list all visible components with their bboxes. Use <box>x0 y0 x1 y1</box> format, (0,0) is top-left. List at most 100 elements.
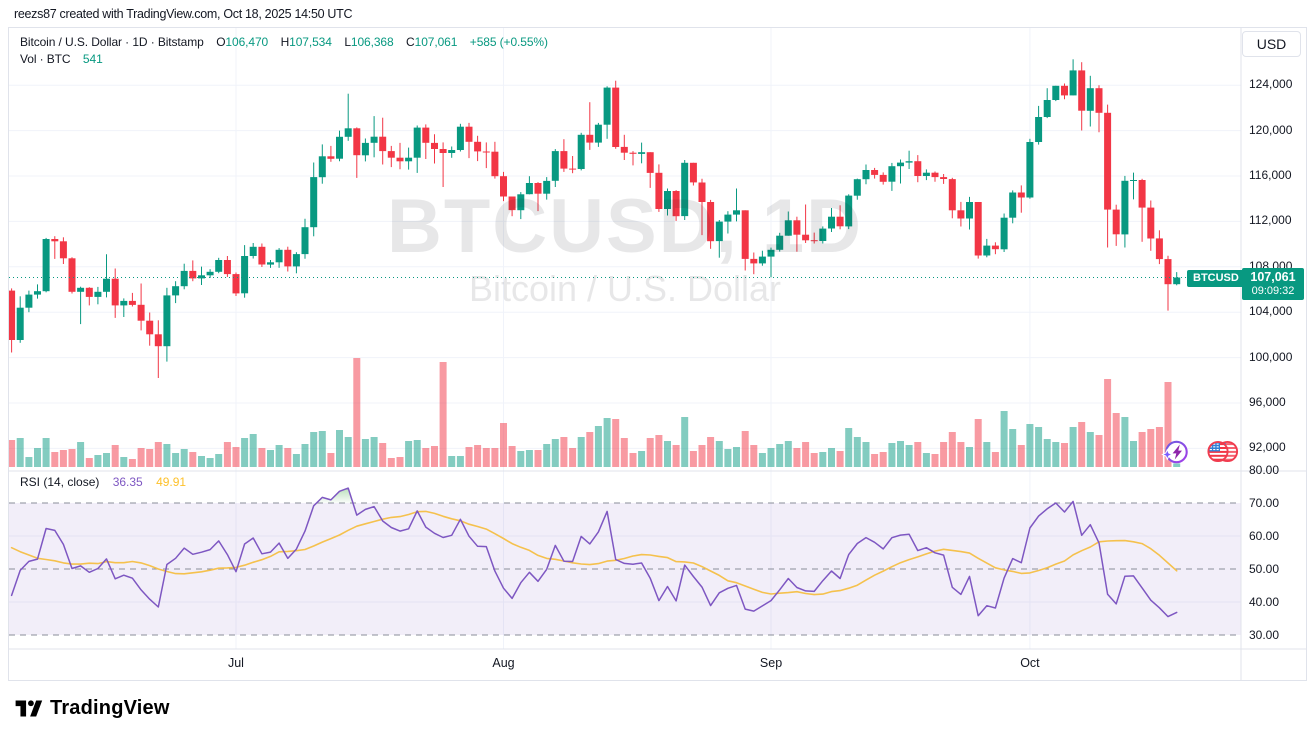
volume-bar <box>456 456 464 467</box>
candle-body <box>828 216 835 229</box>
rsi-value: 36.35 <box>112 475 143 489</box>
price-axis-label[interactable]: 104,000 <box>1249 304 1293 319</box>
volume-bar <box>957 442 965 467</box>
candle-body <box>474 141 482 152</box>
ohlc-open-value: 106,470 <box>225 35 269 49</box>
currency-toggle-button[interactable]: USD <box>1242 31 1301 57</box>
candle-body <box>922 172 930 176</box>
rsi-axis-label[interactable]: 50.00 <box>1249 562 1280 576</box>
candle-body <box>698 182 706 202</box>
candle-body <box>733 210 740 215</box>
lightning-ai-icon[interactable] <box>1161 440 1188 464</box>
chart-canvas[interactable] <box>9 28 1306 680</box>
rsi-ma-value: 49.91 <box>156 475 187 489</box>
rsi-axis-label[interactable]: 60.00 <box>1249 529 1280 543</box>
candle-body <box>396 157 404 162</box>
us-flag-icon[interactable] <box>1207 440 1239 463</box>
candle-body <box>1104 112 1112 210</box>
candle-body <box>361 142 369 156</box>
candle-body <box>1121 180 1129 235</box>
candle-body <box>1095 88 1103 113</box>
candle-body <box>379 136 387 152</box>
tradingview-footer[interactable]: TradingView <box>14 692 170 724</box>
volume-bar <box>42 438 50 467</box>
candle-body <box>655 172 663 209</box>
volume-bar <box>793 448 801 467</box>
candle-body <box>672 191 680 217</box>
volume-bar <box>1164 382 1172 467</box>
candle-body <box>983 245 991 256</box>
candle-body <box>724 214 732 222</box>
volume-bar <box>387 458 395 467</box>
volume-bar <box>1130 441 1137 467</box>
candle-body <box>793 220 801 235</box>
attribution-text: reezs87 created with TradingView.com, Oc… <box>14 7 353 21</box>
volume-bar <box>758 453 766 467</box>
candle-body <box>1061 85 1068 96</box>
candle-body <box>387 151 395 158</box>
volume-bar <box>931 454 939 467</box>
symbol-interval[interactable]: 1D <box>132 35 148 49</box>
candle-body <box>784 220 792 236</box>
candle-body <box>612 87 620 147</box>
candle-body <box>137 304 145 321</box>
price-axis-label[interactable]: 96,000 <box>1249 395 1286 409</box>
price-axis-label[interactable]: 112,000 <box>1249 213 1292 228</box>
rsi-axis-label[interactable]: 40.00 <box>1249 595 1280 609</box>
candle-body <box>16 307 24 340</box>
candle-body <box>327 156 335 159</box>
rsi-axis-label[interactable]: 30.00 <box>1249 628 1280 642</box>
candles <box>9 59 1181 378</box>
candle-body <box>267 262 274 265</box>
time-axis-label[interactable]: Sep <box>759 656 783 670</box>
candle-body <box>802 234 810 241</box>
candle-body <box>750 258 758 264</box>
candle-body <box>448 150 456 153</box>
candle-body <box>629 152 637 154</box>
time-axis-label[interactable]: Jul <box>227 656 244 670</box>
volume-bar <box>1095 435 1103 467</box>
price-axis-label[interactable]: 124,000 <box>1249 77 1293 92</box>
volume-bar <box>9 440 16 467</box>
volume-bar <box>361 439 369 467</box>
candle-body <box>422 127 430 143</box>
volume-bar <box>353 358 361 467</box>
volume-bar <box>1052 442 1060 467</box>
price-axis-label[interactable]: 100,000 <box>1249 349 1293 364</box>
candle-body <box>508 196 516 211</box>
ohlc-close-value: 107,061 <box>414 35 458 49</box>
rsi-axis-label[interactable]: 80.00 <box>1249 463 1280 477</box>
candle-body <box>413 127 421 158</box>
candle-body <box>517 194 525 211</box>
time-axis-label[interactable]: Oct <box>1020 656 1040 670</box>
volume-bar <box>594 426 602 467</box>
candle-body <box>180 270 188 287</box>
time-axis-label[interactable]: Aug <box>492 656 515 670</box>
ohlc-high-label: H <box>280 35 290 49</box>
volume-bar <box>1104 379 1112 467</box>
candle-body <box>664 191 671 209</box>
candle-body <box>1052 85 1060 100</box>
price-axis-label[interactable]: 92,000 <box>1249 440 1286 455</box>
symbol-exchange[interactable]: Bitstamp <box>157 35 204 49</box>
volume-bar <box>500 423 507 467</box>
candle-body <box>500 176 507 197</box>
symbol-title[interactable]: Bitcoin / U.S. Dollar <box>20 35 122 49</box>
candle-body <box>1173 277 1181 285</box>
rsi-title[interactable]: RSI (14, close) <box>20 475 100 489</box>
symbol-legend-row-volume[interactable]: Vol · BTC 541 <box>20 51 548 68</box>
volume-bar <box>776 444 784 467</box>
candle-body <box>1009 192 1017 218</box>
rsi-axis-label[interactable]: 70.00 <box>1249 496 1280 510</box>
candle-body <box>1069 70 1077 96</box>
price-axis-label[interactable]: 116,000 <box>1249 168 1292 182</box>
volume-bar <box>914 442 922 467</box>
price-axis-label[interactable]: 120,000 <box>1249 122 1293 137</box>
volume-bar <box>1000 411 1008 467</box>
volume-bar <box>94 455 102 467</box>
symbol-legend-row-main[interactable]: Bitcoin / U.S. Dollar · 1D · Bitstamp O1… <box>20 34 548 51</box>
volume-bar <box>638 451 646 467</box>
volume-bar <box>465 447 473 467</box>
volume-bar <box>871 454 879 467</box>
volume-bar <box>1147 429 1155 467</box>
